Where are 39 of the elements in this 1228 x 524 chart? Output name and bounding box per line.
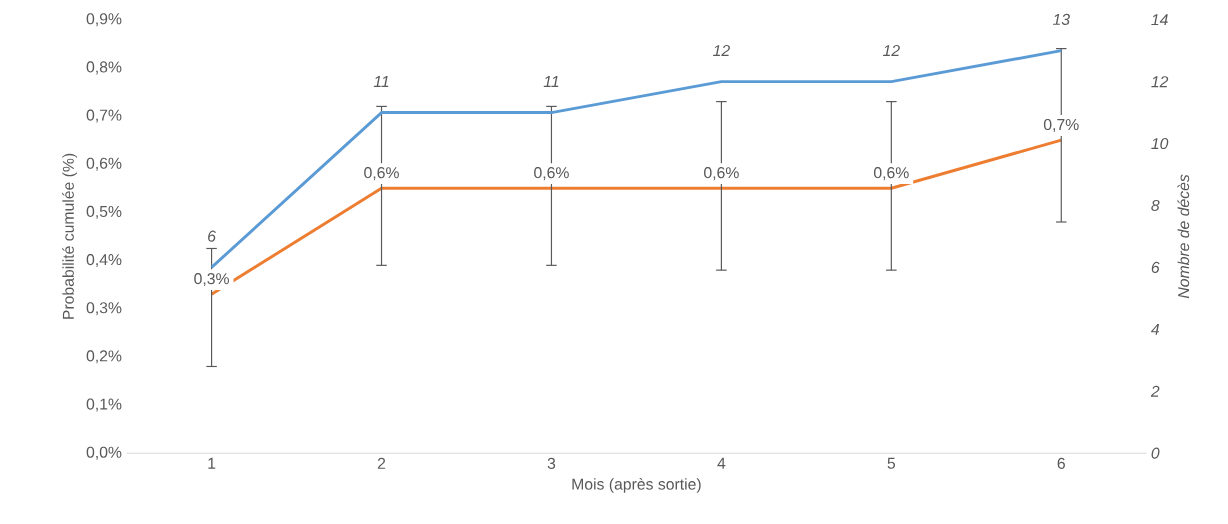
x-tick-label: 2 [377,457,386,469]
y2-tick-label: 12 [1151,76,1169,88]
data-label: 11 [543,76,559,87]
y2-tick-label: 8 [1151,199,1160,211]
x-tick-label: 5 [887,457,896,469]
x-tick-label: 3 [547,457,556,469]
data-label: 0,6% [364,167,399,181]
y-tick-label: 0,0% [86,446,122,460]
y2-tick-label: 0 [1151,447,1160,459]
data-label: 6 [208,230,216,242]
data-label: 13 [1052,13,1070,25]
y2-tick-label: 2 [1150,385,1160,397]
y-tick-label: 0,3% [86,302,122,316]
x-tick-label: 1 [208,457,216,469]
data-label: 12 [713,44,730,56]
x-axis-title: Mois (après sortie) [572,477,701,493]
data-label: 0,6% [704,167,739,181]
y-tick-label: 0,2% [86,350,122,364]
y-tick-label: 0,4% [86,253,122,267]
x-tick-label: 4 [717,457,726,469]
y-tick-label: 0,8% [86,61,122,75]
y-axis-title: Probabilité cumulée (%) [62,153,78,319]
data-label: 0,6% [534,167,569,181]
y-tick-label: 0,6% [86,157,122,171]
y-tick-label: 0,9% [86,13,122,27]
y-tick-label: 0,1% [86,398,122,412]
data-label: 0,3% [194,273,229,287]
x-tick-label: 6 [1057,457,1065,469]
y2-tick-label: 10 [1151,137,1169,150]
y-tick-label: 0,5% [86,205,122,219]
y2-axis-title: Nombre de décès [1177,174,1190,299]
data-label: 12 [882,44,900,56]
y2-tick-label: 14 [1151,14,1168,26]
data-label: 11 [373,76,389,87]
data-label: 0,7% [1043,118,1079,132]
y-tick-label: 0,7% [86,109,122,123]
y2-tick-label: 6 [1151,261,1160,273]
y2-tick-label: 4 [1150,323,1160,335]
data-label: 0,6% [873,167,909,181]
